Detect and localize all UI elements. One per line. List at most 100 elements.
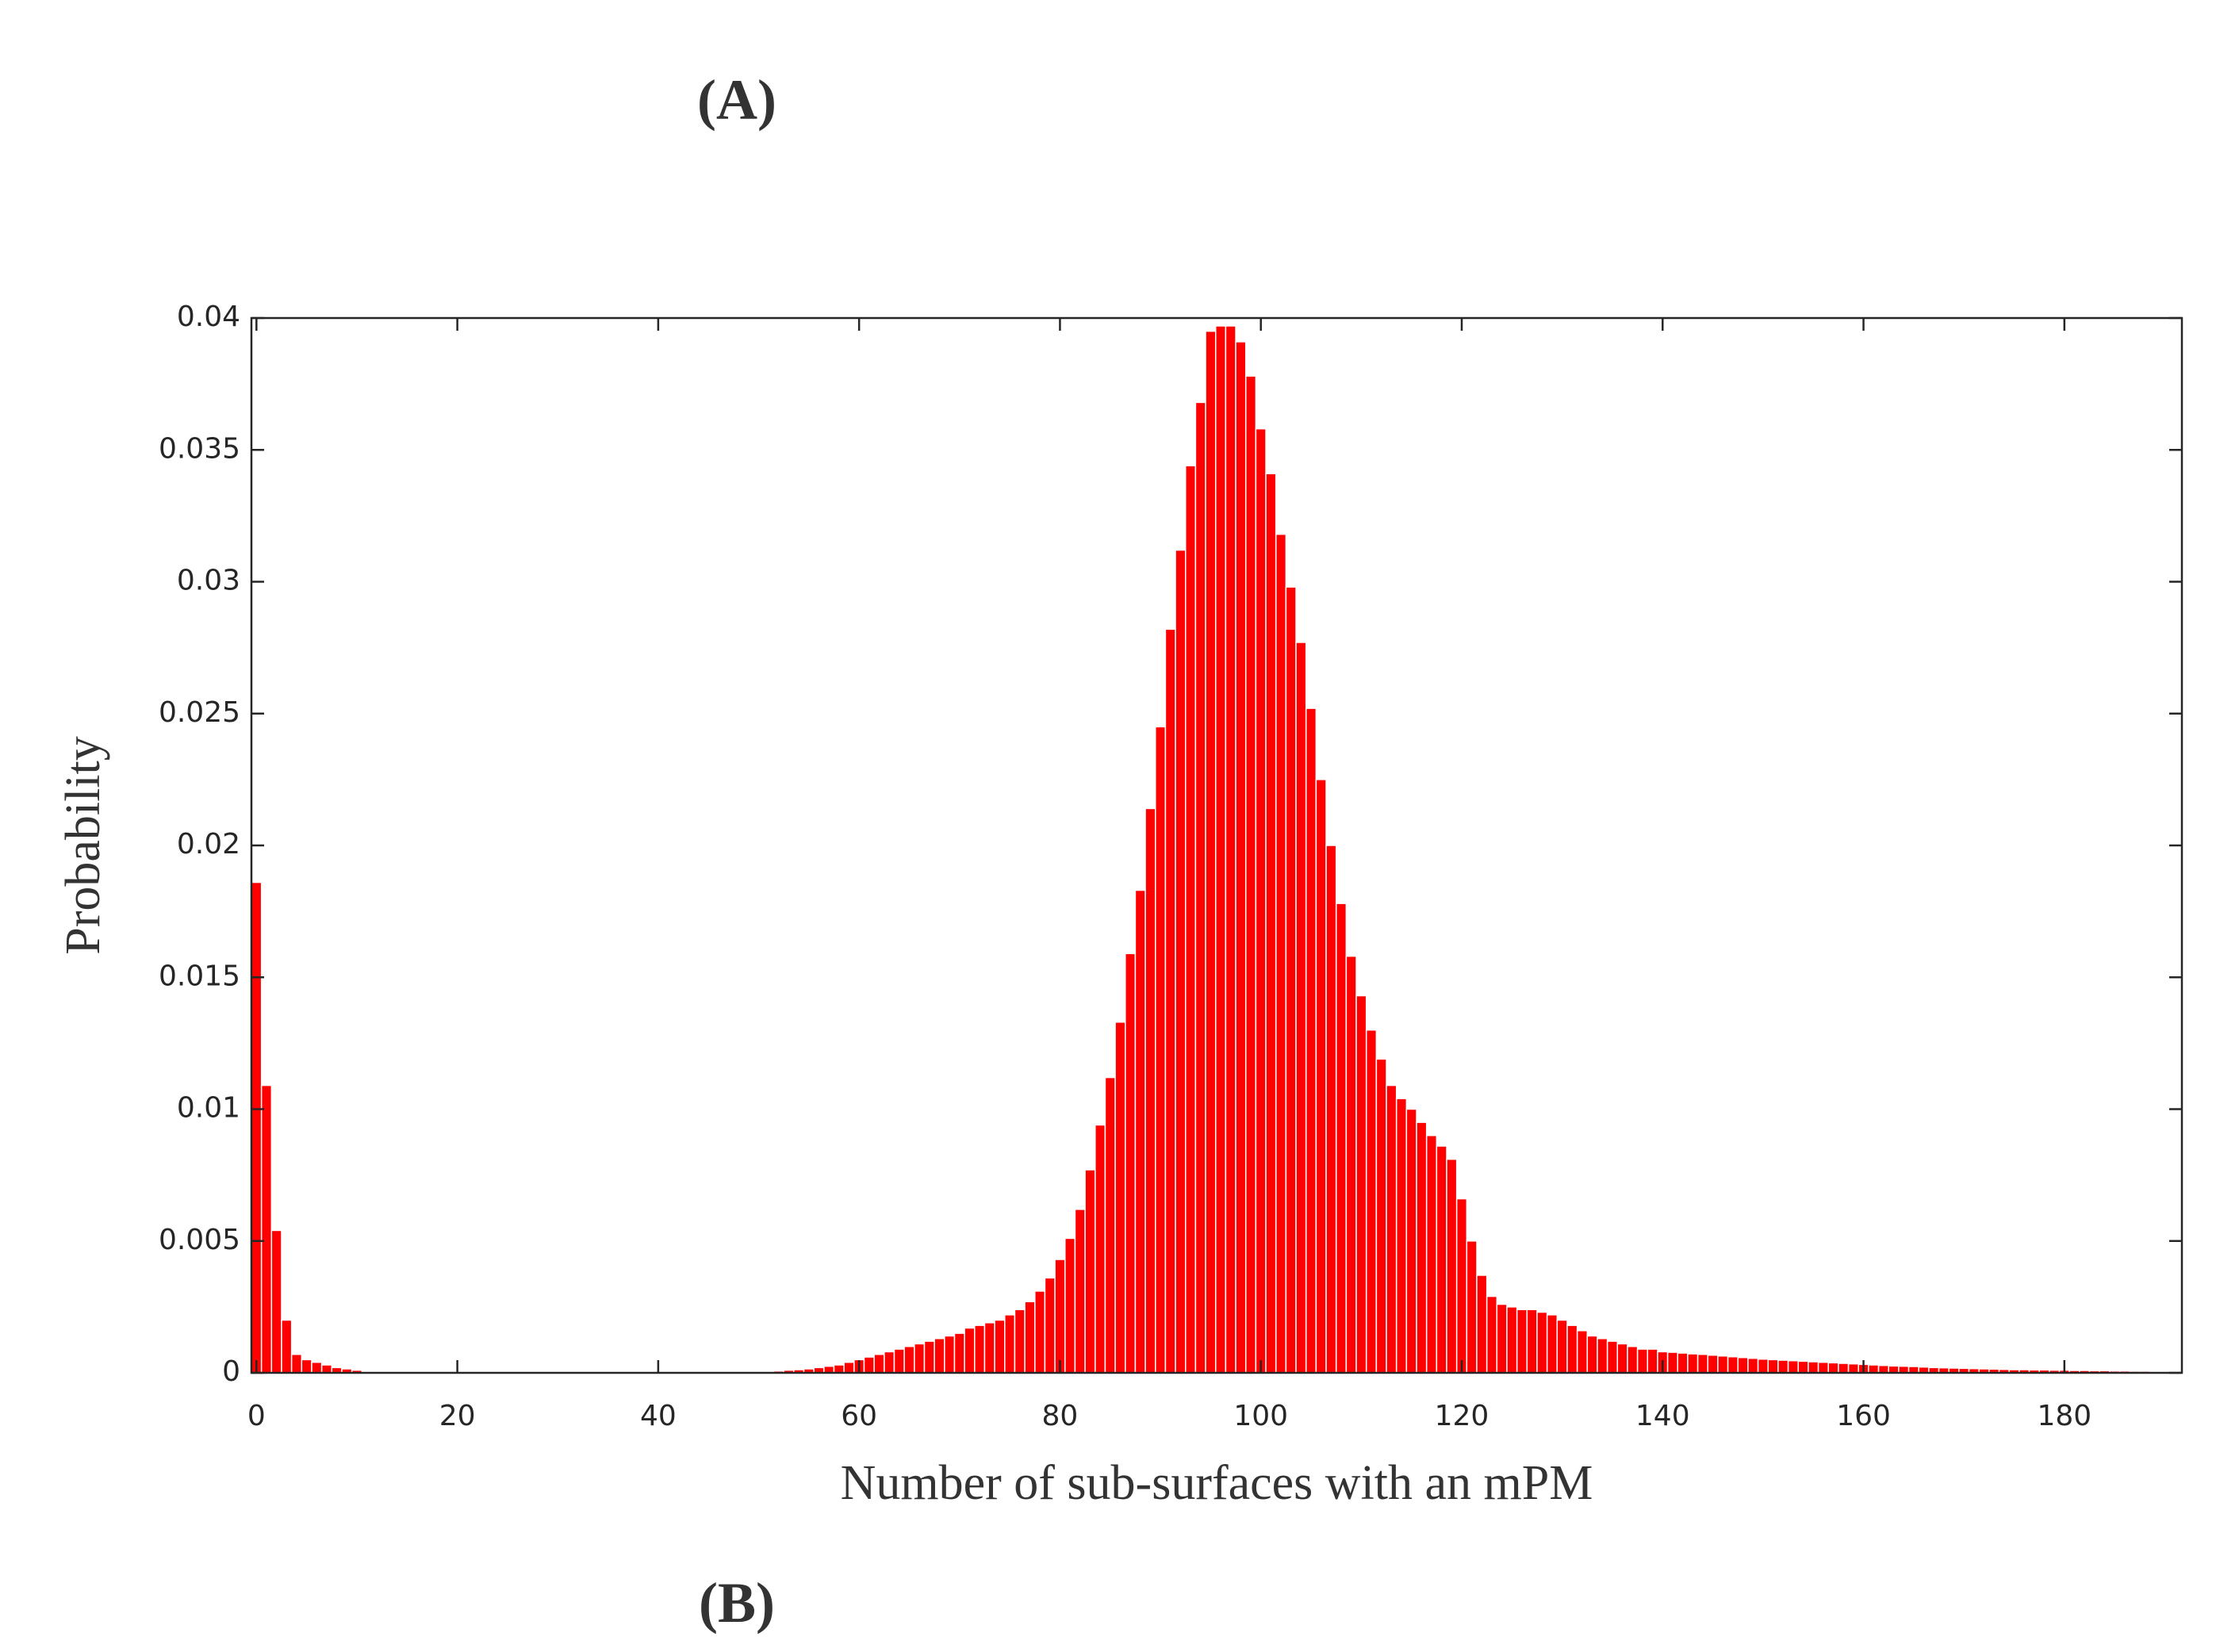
y-tick-label: 0.02 (177, 828, 240, 860)
bar (1044, 1277, 1056, 1374)
bar (1064, 1237, 1076, 1374)
bar (1486, 1295, 1498, 1374)
bar (260, 1084, 273, 1374)
bar (1425, 1135, 1438, 1374)
bar (1526, 1309, 1538, 1374)
bar (1194, 401, 1206, 1374)
bar (1205, 330, 1217, 1374)
bar (1386, 1084, 1397, 1374)
bar (1395, 1098, 1408, 1374)
bar (1787, 1359, 1799, 1374)
bar (1747, 1357, 1759, 1374)
bar (1838, 1363, 1850, 1374)
bar (1144, 807, 1156, 1374)
bar (1335, 903, 1348, 1374)
bar (1275, 533, 1287, 1374)
bar (974, 1324, 986, 1374)
y-tick-label: 0.015 (159, 960, 240, 992)
bar (1516, 1309, 1528, 1374)
bar (270, 1229, 282, 1374)
bar (1868, 1364, 1880, 1374)
x-tick-label: 160 (1836, 1400, 1891, 1432)
bar (1536, 1311, 1548, 1374)
bar (1155, 726, 1167, 1374)
bar (1285, 586, 1297, 1374)
x-tick-label: 80 (1042, 1400, 1079, 1432)
bar (1586, 1335, 1598, 1374)
bar (1255, 427, 1267, 1374)
bar (914, 1343, 926, 1374)
bar (983, 1322, 995, 1374)
bar (1476, 1274, 1488, 1374)
bar (1244, 375, 1257, 1374)
panel-label: (A) (697, 68, 776, 132)
bar (1295, 642, 1307, 1374)
bar (1727, 1355, 1739, 1374)
bar (1687, 1353, 1699, 1374)
bar (311, 1361, 323, 1374)
bar (1496, 1303, 1508, 1374)
x-tick-label: 140 (1635, 1400, 1690, 1432)
bar (1597, 1338, 1608, 1374)
x-tick-label: 20 (439, 1400, 476, 1432)
bar (1436, 1145, 1447, 1374)
bar (320, 1364, 333, 1374)
bar (1677, 1352, 1689, 1374)
y-tick-label: 0.025 (159, 696, 240, 729)
y-axis-label: Probability (56, 736, 110, 955)
bar (1546, 1314, 1558, 1374)
bar (1666, 1351, 1679, 1374)
bar (833, 1364, 845, 1374)
bar (281, 1319, 293, 1374)
bar (1647, 1348, 1658, 1374)
bar (1576, 1330, 1589, 1374)
bar (1455, 1198, 1468, 1374)
bar (1636, 1348, 1649, 1374)
bar (1214, 325, 1227, 1374)
bar (1777, 1359, 1789, 1374)
bar (1134, 889, 1146, 1374)
bar (1104, 1076, 1116, 1374)
bar (290, 1353, 303, 1374)
bar (1164, 628, 1176, 1374)
bar (1888, 1365, 1900, 1374)
x-tick-label: 100 (1233, 1400, 1288, 1432)
bar (884, 1351, 895, 1374)
y-tick-label: 0.005 (159, 1224, 240, 1256)
bar (1074, 1209, 1086, 1374)
bar (1004, 1314, 1016, 1374)
bar (1767, 1359, 1779, 1374)
bar (1556, 1319, 1568, 1374)
bar (1114, 1021, 1126, 1374)
bar (1184, 465, 1197, 1374)
bar (964, 1327, 976, 1374)
bar (251, 881, 263, 1374)
bar (994, 1319, 1006, 1374)
bar (953, 1332, 965, 1374)
bar (1808, 1361, 1819, 1374)
bar (1697, 1353, 1709, 1374)
x-tick-label: 180 (2037, 1400, 2091, 1432)
bar (1355, 995, 1367, 1374)
bar (1305, 707, 1317, 1374)
x-axis-label: Number of sub-surfaces with an mPM (841, 1456, 1593, 1510)
bar (1627, 1346, 1639, 1374)
bar (1616, 1343, 1628, 1374)
bar (1566, 1324, 1578, 1374)
bar (1175, 549, 1187, 1374)
bar (1506, 1306, 1518, 1374)
panel-label: (B) (699, 1571, 775, 1635)
bar (1446, 1158, 1458, 1374)
bar (1416, 1121, 1428, 1374)
bar (301, 1359, 312, 1374)
bar (944, 1335, 956, 1374)
bar (893, 1348, 905, 1374)
bar (934, 1338, 945, 1374)
bar (1095, 1124, 1106, 1374)
bar (1757, 1358, 1769, 1374)
bar (1707, 1354, 1719, 1374)
bar (1325, 845, 1337, 1374)
bar (1315, 779, 1327, 1374)
